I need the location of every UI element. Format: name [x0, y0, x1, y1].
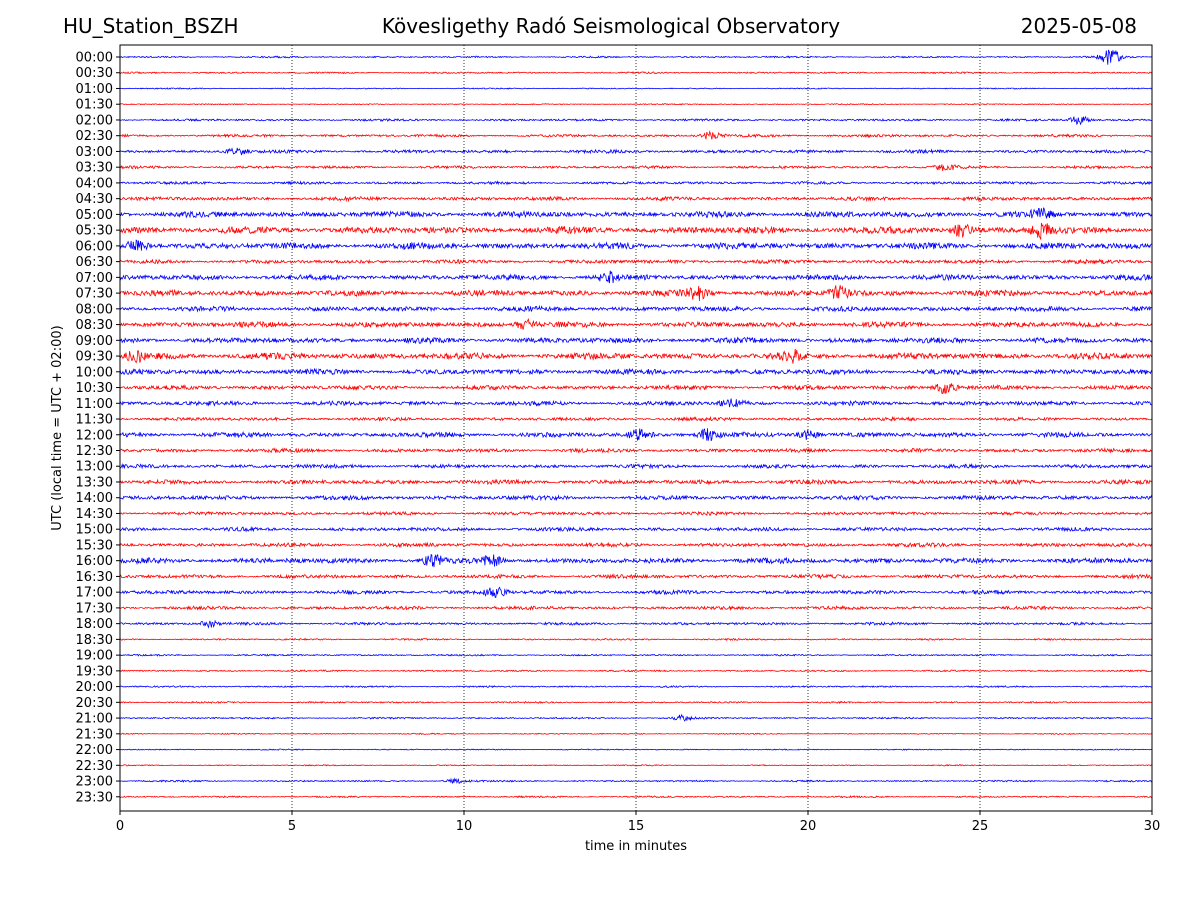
seismogram-trace-1330 [119, 478, 1153, 486]
y-tick-label: 03:30 [76, 161, 113, 176]
seismogram-trace-2200 [119, 748, 1153, 751]
y-tick-label: 08:00 [76, 302, 113, 317]
y-tick-label: 22:30 [76, 759, 113, 774]
seismogram-trace-1300 [120, 462, 1153, 470]
y-tick-label: 10:30 [76, 381, 113, 396]
y-tick-label: 03:00 [76, 145, 113, 160]
y-tick-label: 07:00 [76, 271, 113, 286]
seismogram-trace-0130 [119, 103, 1153, 106]
y-tick-label: 00:30 [76, 66, 113, 81]
y-tick-label: 06:00 [76, 239, 113, 254]
y-tick-label: 11:00 [76, 397, 113, 412]
y-tick-label: 10:00 [76, 365, 113, 380]
y-tick-label: 13:30 [76, 475, 113, 490]
y-tick-label: 06:30 [76, 255, 113, 270]
y-tick-label: 00:00 [76, 51, 113, 66]
observatory-title: Kövesligethy Radó Seismological Observat… [381, 14, 841, 38]
x-tick-label: 5 [288, 819, 296, 834]
y-tick-label: 21:30 [76, 727, 113, 742]
seismogram-trace-1130 [119, 415, 1153, 423]
y-tick-label: 21:00 [76, 712, 113, 727]
y-tick-label: 05:00 [76, 208, 113, 223]
seismogram-trace-2330 [120, 794, 1153, 799]
plot-frame [119, 44, 1153, 812]
y-tick-label: 23:00 [76, 775, 113, 790]
y-tick-label: 02:00 [76, 113, 113, 128]
seismogram-trace-1400 [119, 494, 1153, 502]
seismogram-trace-1600 [119, 553, 1153, 568]
y-tick-label: 11:30 [76, 413, 113, 428]
x-tick-label: 10 [456, 819, 473, 834]
y-tick-label: 09:30 [76, 350, 113, 365]
y-tick-label: 12:00 [76, 428, 113, 443]
x-tick-label: 25 [972, 819, 989, 834]
y-tick-label: 20:00 [76, 680, 113, 695]
ticks-layer: 0 5 10 15 20 25 30 00:0000:3001:0001:3002:0002:… [76, 51, 1161, 835]
y-tick-label: 16:00 [76, 554, 113, 569]
x-tick-label: 0 [116, 819, 124, 834]
seismogram-trace-0330 [119, 164, 1153, 171]
seismogram-trace-2000 [119, 685, 1153, 689]
seismogram-trace-1500 [119, 525, 1153, 533]
y-tick-label: 17:00 [76, 586, 113, 601]
x-tick-label: 20 [800, 819, 817, 834]
y-tick-label: 15:00 [76, 523, 113, 538]
seismogram-trace-1200 [119, 428, 1153, 442]
y-tick-label: 18:30 [76, 633, 113, 648]
seismogram-trace-0800 [119, 304, 1153, 313]
y-tick-label: 09:00 [76, 334, 113, 349]
seismogram-trace-0300 [119, 147, 1153, 156]
y-tick-label: 02:30 [76, 129, 113, 144]
y-tick-label: 19:00 [76, 649, 113, 664]
y-tick-label: 15:30 [76, 538, 113, 553]
y-tick-label: 22:00 [76, 743, 113, 758]
seismogram-trace-0730 [119, 285, 1153, 302]
grid-layer [291, 45, 981, 811]
x-axis-label: time in minutes [585, 839, 687, 854]
y-tick-label: 16:30 [76, 570, 113, 585]
seismogram-trace-2130 [119, 732, 1153, 736]
x-tick-label: 15 [628, 819, 645, 834]
y-tick-label: 13:00 [76, 460, 113, 475]
y-tick-label: 18:00 [76, 617, 113, 632]
seismogram-trace-0100 [119, 87, 1153, 90]
seismogram-trace-1700 [119, 586, 1153, 599]
y-tick-label: 07:30 [76, 287, 113, 302]
y-tick-label: 20:30 [76, 696, 113, 711]
y-axis-label: UTC (local time = UTC + 02:00) [50, 325, 65, 530]
date-label: 2025-05-08 [1020, 14, 1137, 38]
y-tick-label: 19:30 [76, 664, 113, 679]
y-tick-label: 01:00 [76, 82, 113, 97]
y-tick-label: 17:30 [76, 601, 113, 616]
y-tick-label: 01:30 [76, 98, 113, 113]
y-tick-label: 23:30 [76, 790, 113, 805]
seismogram-trace-1930 [119, 669, 1153, 673]
y-tick-label: 08:30 [76, 318, 113, 333]
y-tick-label: 12:30 [76, 444, 113, 459]
y-tick-label: 04:00 [76, 176, 113, 191]
y-tick-label: 14:30 [76, 507, 113, 522]
y-tick-label: 05:30 [76, 224, 113, 239]
station-name: HU_Station_BSZH [63, 14, 239, 38]
x-tick-label: 30 [1144, 819, 1161, 834]
y-tick-label: 14:00 [76, 491, 113, 506]
y-tick-label: 04:30 [76, 192, 113, 207]
